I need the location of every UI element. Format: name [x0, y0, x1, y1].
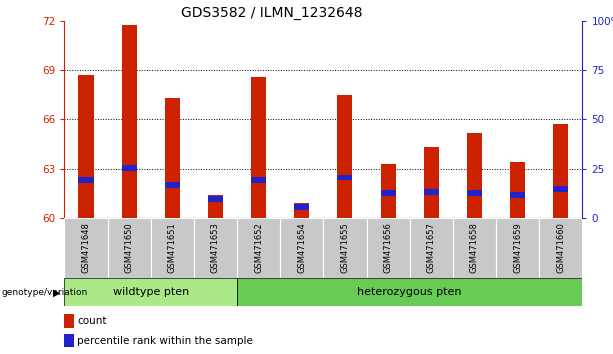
Bar: [121, 165, 137, 171]
Text: GSM471650: GSM471650: [124, 222, 134, 273]
Bar: [294, 204, 310, 210]
Text: GSM471658: GSM471658: [470, 222, 479, 273]
Bar: [381, 190, 395, 196]
Bar: [510, 192, 525, 198]
Bar: [251, 177, 266, 183]
Bar: [64, 334, 74, 347]
Bar: [324, 218, 367, 278]
Text: count: count: [77, 316, 107, 326]
Bar: [237, 218, 280, 278]
Bar: [64, 278, 237, 306]
Bar: [510, 162, 525, 218]
Text: GSM471652: GSM471652: [254, 222, 263, 273]
Bar: [208, 196, 223, 202]
Text: GSM471659: GSM471659: [513, 222, 522, 273]
Bar: [496, 218, 539, 278]
Text: GSM471657: GSM471657: [427, 222, 436, 273]
Bar: [194, 218, 237, 278]
Text: percentile rank within the sample: percentile rank within the sample: [77, 336, 253, 346]
Text: GSM471660: GSM471660: [556, 222, 565, 273]
Text: GSM471654: GSM471654: [297, 222, 306, 273]
Text: GSM471651: GSM471651: [168, 222, 177, 273]
Text: GSM471653: GSM471653: [211, 222, 220, 273]
Bar: [467, 190, 482, 196]
Bar: [424, 147, 439, 218]
Text: heterozygous pten: heterozygous pten: [357, 287, 462, 297]
Bar: [107, 218, 151, 278]
Bar: [165, 98, 180, 218]
Bar: [294, 203, 310, 218]
Text: ▶: ▶: [53, 287, 60, 297]
Bar: [553, 124, 568, 218]
Bar: [467, 133, 482, 218]
Text: genotype/variation: genotype/variation: [1, 288, 88, 297]
Bar: [280, 218, 324, 278]
Bar: [121, 24, 137, 218]
Title: GDS3582 / ILMN_1232648: GDS3582 / ILMN_1232648: [181, 6, 362, 20]
Bar: [453, 218, 496, 278]
Bar: [409, 218, 453, 278]
Bar: [251, 77, 266, 218]
Bar: [539, 218, 582, 278]
Bar: [78, 177, 94, 183]
Bar: [208, 195, 223, 218]
Bar: [553, 186, 568, 192]
Bar: [424, 189, 439, 195]
Bar: [64, 218, 107, 278]
Bar: [337, 95, 352, 218]
Bar: [381, 164, 395, 218]
Text: GSM471655: GSM471655: [340, 222, 349, 273]
Text: wildtype pten: wildtype pten: [113, 287, 189, 297]
Bar: [237, 278, 582, 306]
Bar: [367, 218, 409, 278]
Bar: [151, 218, 194, 278]
Bar: [64, 314, 74, 328]
Text: GSM471648: GSM471648: [82, 222, 91, 273]
Bar: [337, 175, 352, 181]
Text: GSM471656: GSM471656: [384, 222, 392, 273]
Bar: [165, 182, 180, 188]
Bar: [78, 75, 94, 218]
